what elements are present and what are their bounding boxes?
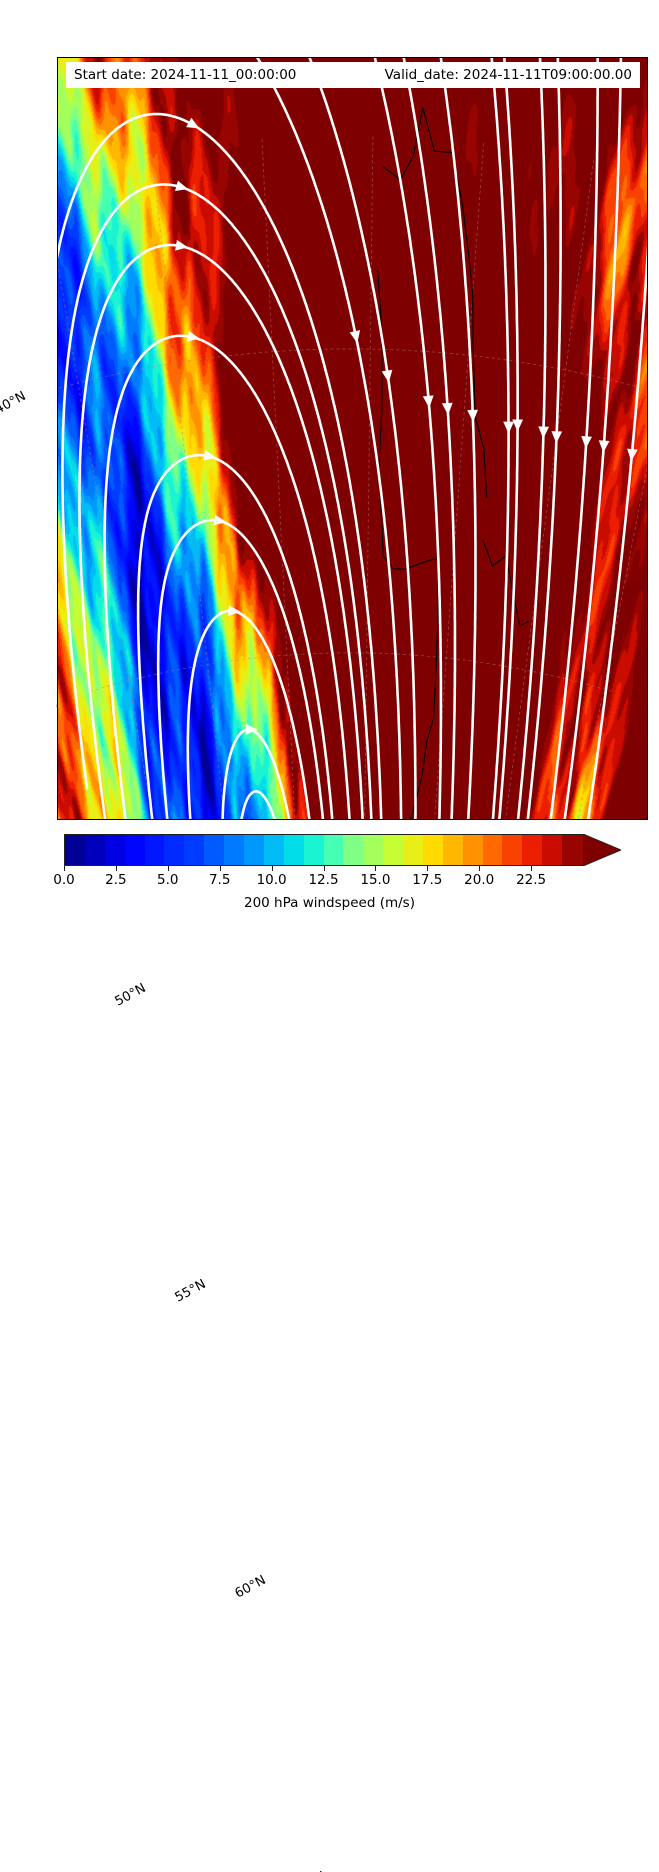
- colorbar-band: [542, 835, 563, 865]
- colorbar-tick: [479, 866, 481, 871]
- colorbar-tick-label: 22.5: [516, 872, 547, 888]
- colorbar-tick: [167, 866, 169, 871]
- colorbar-band: [323, 835, 344, 865]
- graticule-gridlines: [58, 136, 647, 819]
- wind-streamlines: [58, 58, 647, 819]
- colorbar-tick: [427, 866, 429, 871]
- colorbar-title: 200 hPa windspeed (m/s): [244, 895, 415, 911]
- colorbar-band: [462, 835, 484, 865]
- colorbar-tick-label: 12.5: [308, 872, 339, 888]
- colorbar-band: [263, 835, 285, 865]
- colorbar-band: [303, 835, 325, 865]
- colorbar-band: [482, 835, 504, 865]
- colorbar-extend-arrow: [583, 834, 621, 866]
- colorbar-body: [64, 834, 583, 866]
- colorbar-tick: [271, 866, 273, 871]
- lat-tick-60N: 60°N: [232, 1572, 269, 1602]
- lat-tick-50N: 50°N: [112, 980, 149, 1010]
- colorbar-tick-label: 20.0: [464, 872, 495, 888]
- colorbar-band: [522, 835, 543, 865]
- colorbar-band: [224, 835, 245, 865]
- lat-tick-55N: 55°N: [172, 1276, 209, 1306]
- colorbar-tick-label: 0.0: [53, 872, 75, 888]
- colorbar-band: [442, 835, 464, 865]
- colorbar-band: [363, 835, 384, 865]
- valid-date-label: Valid_date: 2024-11-11T09:00:00.00: [384, 67, 632, 83]
- colorbar-tick: [323, 866, 325, 871]
- colorbar-band: [65, 835, 86, 865]
- colorbar-band: [383, 835, 404, 865]
- lat-tick-65N: 65°N: [276, 1868, 329, 1872]
- colorbar-tick: [115, 866, 117, 871]
- lat-tick-40N: 40°N: [0, 389, 29, 418]
- colorbar-tick: [531, 866, 533, 871]
- start-date-label: Start date: 2024-11-11_00:00:00: [74, 67, 297, 83]
- colorbar-tick-label: 7.5: [208, 872, 231, 888]
- colorbar[interactable]: 0.0 2.5 5.0 7.5 10.0 12.5 15.0 17.5 20.0 22.5: [53, 834, 621, 888]
- colorbar-tick: [64, 866, 65, 871]
- colorbar-band: [562, 835, 583, 865]
- colorbar-tick-label: 15.0: [360, 872, 391, 888]
- coastlines: [376, 107, 529, 819]
- colorbar-band: [204, 835, 225, 865]
- colorbar-tick-label: 17.5: [412, 872, 443, 888]
- colorbar-tick-label: 10.0: [256, 872, 287, 888]
- colorbar-gradient: [65, 835, 583, 865]
- colorbar-tick-label: 5.0: [157, 872, 179, 888]
- colorbar-band: [343, 835, 364, 865]
- colorbar-band: [243, 835, 265, 865]
- colorbar-band: [502, 835, 523, 865]
- date-title-bar: Start date: 2024-11-11_00:00:00 Valid_da…: [66, 62, 640, 88]
- colorbar-band: [403, 835, 424, 865]
- colorbar-tick-label: 2.5: [105, 872, 127, 888]
- colorbar-band: [84, 835, 106, 865]
- map-overlay: [58, 58, 647, 819]
- colorbar-band: [144, 835, 166, 865]
- colorbar-band: [184, 835, 205, 865]
- colorbar-band: [164, 835, 185, 865]
- colorbar-tick: [219, 866, 221, 871]
- colorbar-band: [422, 835, 444, 865]
- colorbar-tick: [375, 866, 377, 871]
- colorbar-band: [283, 835, 305, 865]
- colorbar-band: [124, 835, 146, 865]
- figure-root: 65°N60°N55°N50°N45°N40°N 40°W30°W20°W10°…: [0, 57, 648, 1872]
- map-plot-area[interactable]: [57, 57, 648, 820]
- colorbar-band: [104, 835, 126, 865]
